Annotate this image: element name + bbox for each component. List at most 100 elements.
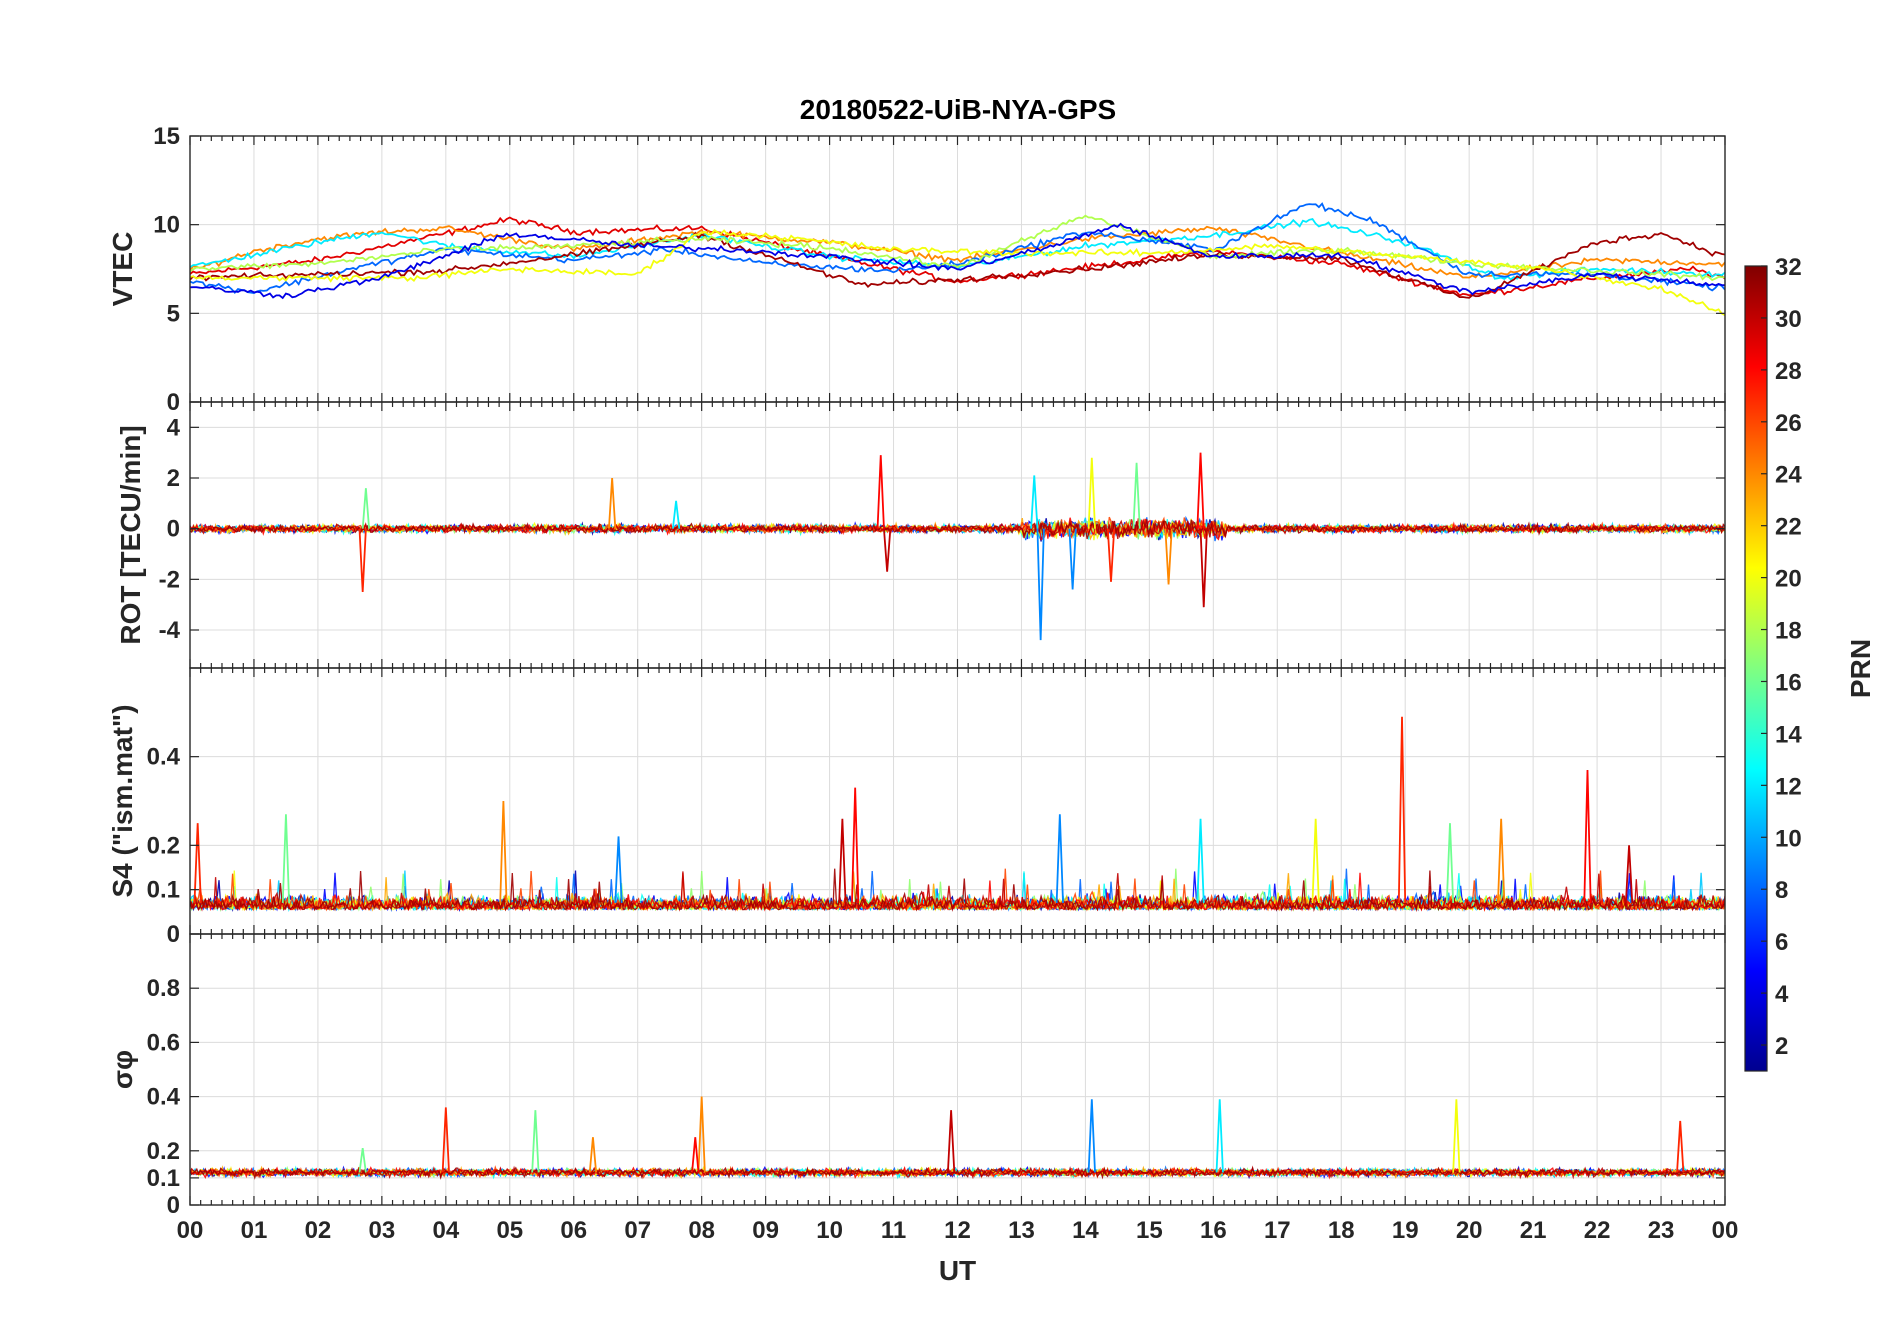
colorbar-tick-label: 24 xyxy=(1775,462,1802,489)
rot-spike xyxy=(608,477,617,529)
x-tick-label: 04 xyxy=(432,1217,459,1244)
y-tick-label: 2 xyxy=(167,465,180,492)
rot-spike xyxy=(1106,528,1116,582)
x-tick-label: 15 xyxy=(1136,1217,1163,1244)
colorbar-tick-label: 20 xyxy=(1775,566,1802,593)
s4-spike xyxy=(614,836,623,904)
panel-vtec: 0 5 10 15 VTEC xyxy=(107,123,1726,416)
y-tick-label: 0 xyxy=(167,389,180,416)
vtec-series-prn-4 xyxy=(190,222,1725,300)
colorbar-tick-label: 18 xyxy=(1775,618,1802,645)
vtec-series-prn-29 xyxy=(190,216,1725,297)
panel-data xyxy=(190,1096,1725,1180)
s4-spike xyxy=(838,818,847,904)
x-tick-label: 22 xyxy=(1584,1217,1611,1244)
vtec-series-prn-20 xyxy=(190,228,1725,316)
sigma-phi-spike xyxy=(1087,1099,1096,1173)
x-tick-label: 00 xyxy=(1712,1217,1739,1244)
x-tick-label: 12 xyxy=(944,1217,971,1244)
s4-spike xyxy=(1624,845,1634,904)
rot-spike xyxy=(1199,528,1208,608)
rot-spike xyxy=(358,528,367,593)
sigma-phi-spike xyxy=(1452,1099,1461,1173)
sigma-phi-spike xyxy=(947,1110,956,1173)
figure-title: 20180522-UiB-NYA-GPS xyxy=(800,94,1116,125)
sigma-phi-spike xyxy=(358,1147,367,1173)
s4-spike xyxy=(1311,818,1320,904)
x-tick-label: 18 xyxy=(1328,1217,1355,1244)
sigma-phi-spike xyxy=(1676,1120,1685,1173)
x-axis: 00 01 02 03 04 05 06 07 08 09 10 11 12 13 14 15 16 17 18 19… xyxy=(177,1217,1739,1286)
rot-spike xyxy=(1164,528,1173,585)
x-tick-label: 01 xyxy=(241,1217,268,1244)
x-tick-label: 14 xyxy=(1072,1217,1099,1244)
rot-spike xyxy=(883,528,892,572)
x-tick-label: 06 xyxy=(560,1217,587,1244)
x-tick-label: 23 xyxy=(1648,1217,1675,1244)
panel-data xyxy=(190,202,1725,316)
panel-rot: -4 -2 0 2 4 ROT [TECU/min] xyxy=(115,401,1726,669)
s4-spike xyxy=(281,814,291,903)
sigma-phi-spike xyxy=(691,1137,700,1173)
s4-series-prn-31 xyxy=(190,868,1725,912)
x-tick-label: 19 xyxy=(1392,1217,1419,1244)
x-tick-label: 20 xyxy=(1456,1217,1483,1244)
sigma-phi-spike xyxy=(1215,1099,1224,1173)
colorbar-gradient xyxy=(1744,265,1768,1072)
sigma-phi-series-prn-31 xyxy=(190,1166,1725,1180)
y-tick-label: 0.6 xyxy=(147,1029,180,1056)
y-tick-label: 0 xyxy=(167,921,180,948)
sigma-phi-spike xyxy=(697,1096,706,1173)
colorbar-tick-label: 4 xyxy=(1775,981,1789,1008)
x-tick-label: 10 xyxy=(816,1217,843,1244)
colorbar-tick-label: 30 xyxy=(1775,306,1802,333)
panel-s4: 0 0.1 0.2 0.4 S4 ("ism.mat") xyxy=(107,667,1726,948)
colorbar-tick-label: 16 xyxy=(1775,669,1802,696)
y-axis-label: S4 ("ism.mat") xyxy=(107,704,138,897)
s4-spike xyxy=(1397,716,1407,903)
x-tick-label: 13 xyxy=(1008,1217,1035,1244)
colorbar-tick-label: 28 xyxy=(1775,358,1802,385)
colorbar-tick-label: 26 xyxy=(1775,410,1802,437)
x-axis-label: UT xyxy=(939,1255,976,1286)
panel-data xyxy=(190,716,1725,913)
s4-spike xyxy=(851,787,860,903)
s4-spike xyxy=(1055,814,1064,903)
rot-spike xyxy=(1036,528,1045,641)
y-tick-label: 0.4 xyxy=(147,1084,181,1111)
rot-spike xyxy=(361,488,370,529)
colorbar-tick-label: 32 xyxy=(1775,254,1802,281)
y-tick-label: -2 xyxy=(159,566,180,593)
x-tick-label: 16 xyxy=(1200,1217,1227,1244)
y-tick-label: 10 xyxy=(153,212,180,239)
colorbar-tick-label: 10 xyxy=(1775,825,1802,852)
colorbar-tick-label: 2 xyxy=(1775,1033,1788,1060)
colorbar-tick-label: 12 xyxy=(1775,773,1802,800)
x-tick-label: 21 xyxy=(1520,1217,1547,1244)
colorbar-tick-label: 6 xyxy=(1775,929,1788,956)
y-axis-label: ROT [TECU/min] xyxy=(115,425,146,644)
rot-spike xyxy=(1196,452,1205,529)
rot-spike xyxy=(1068,528,1077,590)
y-tick-label: 0.4 xyxy=(147,744,181,771)
rot-spike xyxy=(876,455,885,529)
rot-series-prn-31 xyxy=(190,518,1725,540)
rot-spike xyxy=(1030,475,1039,529)
y-tick-label: 15 xyxy=(153,123,180,150)
s4-spike xyxy=(1196,818,1205,904)
x-tick-label: 07 xyxy=(624,1217,651,1244)
sigma-phi-spike xyxy=(531,1110,540,1173)
panel-data xyxy=(190,452,1725,641)
y-tick-label: 0 xyxy=(167,1192,180,1219)
x-tick-label: 08 xyxy=(688,1217,715,1244)
y-tick-label: 0.2 xyxy=(147,832,180,859)
y-tick-label: 0.1 xyxy=(147,1165,180,1192)
x-tick-label: 00 xyxy=(177,1217,204,1244)
x-tick-label: 02 xyxy=(305,1217,332,1244)
vtec-series-prn-8 xyxy=(190,202,1725,295)
colorbar-label: PRN xyxy=(1845,639,1876,698)
s4-spike xyxy=(1583,769,1592,903)
x-tick-label: 03 xyxy=(369,1217,396,1244)
s4-spike xyxy=(193,823,202,904)
